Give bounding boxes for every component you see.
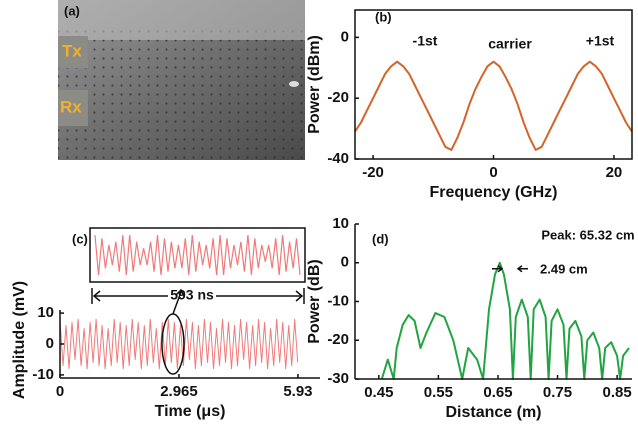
photo-panel: (a) Tx Rx [58, 0, 305, 160]
y-tick-label: 10 [37, 304, 54, 321]
panel-label: (a) [64, 3, 80, 18]
target [289, 81, 299, 87]
data-line [59, 318, 299, 370]
arrow-heads [92, 290, 304, 302]
y-tick-label: 10 [332, 215, 349, 232]
panel-label: (b) [375, 9, 392, 24]
annotation: +1st [586, 33, 615, 49]
inset-line [94, 234, 301, 276]
x-axis-label: Time (μs) [155, 403, 226, 420]
x-tick-label: 20 [606, 164, 623, 181]
x-tick-label: 0.65 [483, 384, 512, 401]
data-line [380, 261, 630, 380]
x-tick-label: 5.93 [283, 383, 312, 400]
y-axis-label: Power (dB) [306, 259, 323, 343]
x-tick-label: 0.45 [364, 384, 393, 401]
data-line [354, 60, 633, 151]
x-axis-label: Distance (m) [445, 404, 541, 421]
panel-label: (d) [372, 231, 389, 246]
x-tick-label: -20 [362, 164, 384, 181]
width-arrows [492, 265, 528, 273]
rx-label: Rx [60, 97, 82, 116]
y-tick-label: -10 [327, 292, 349, 309]
breadboard [58, 30, 305, 160]
annotation: carrier [488, 36, 532, 52]
y-tick-label: -30 [327, 370, 349, 387]
x-axis-label: Frequency (GHz) [429, 184, 557, 201]
x-tick-label: 2.965 [160, 383, 198, 400]
wall [58, 0, 305, 40]
annotation: -1st [413, 33, 438, 49]
tx-box [58, 36, 88, 68]
y-tick-label: -20 [327, 331, 349, 348]
y-axis-label: Power (dBm) [306, 35, 323, 134]
y-tick-label: -20 [327, 89, 349, 106]
x-tick-label: 0.75 [543, 384, 572, 401]
annotation: Peak: 65.32 cm [541, 227, 634, 242]
y-tick-label: -10 [32, 366, 54, 383]
panel-label: (c) [72, 231, 88, 246]
annotation: 2.49 cm [540, 261, 588, 276]
inset-box [89, 227, 306, 283]
x-tick-label: 0 [489, 164, 497, 181]
y-tick-label: 0 [341, 28, 349, 45]
y-tick-label: -40 [327, 150, 349, 167]
rx-box [58, 90, 88, 126]
y-tick-label: 0 [341, 254, 349, 271]
x-tick-label: 0.85 [603, 384, 632, 401]
zoom-arrow [172, 288, 185, 315]
x-tick-label: 0 [56, 383, 64, 400]
y-tick-label: 0 [46, 335, 54, 352]
y-axis-label: Amplitude (mV) [11, 281, 28, 399]
tx-label: Tx [62, 41, 82, 60]
x-tick-label: 0.55 [424, 384, 453, 401]
